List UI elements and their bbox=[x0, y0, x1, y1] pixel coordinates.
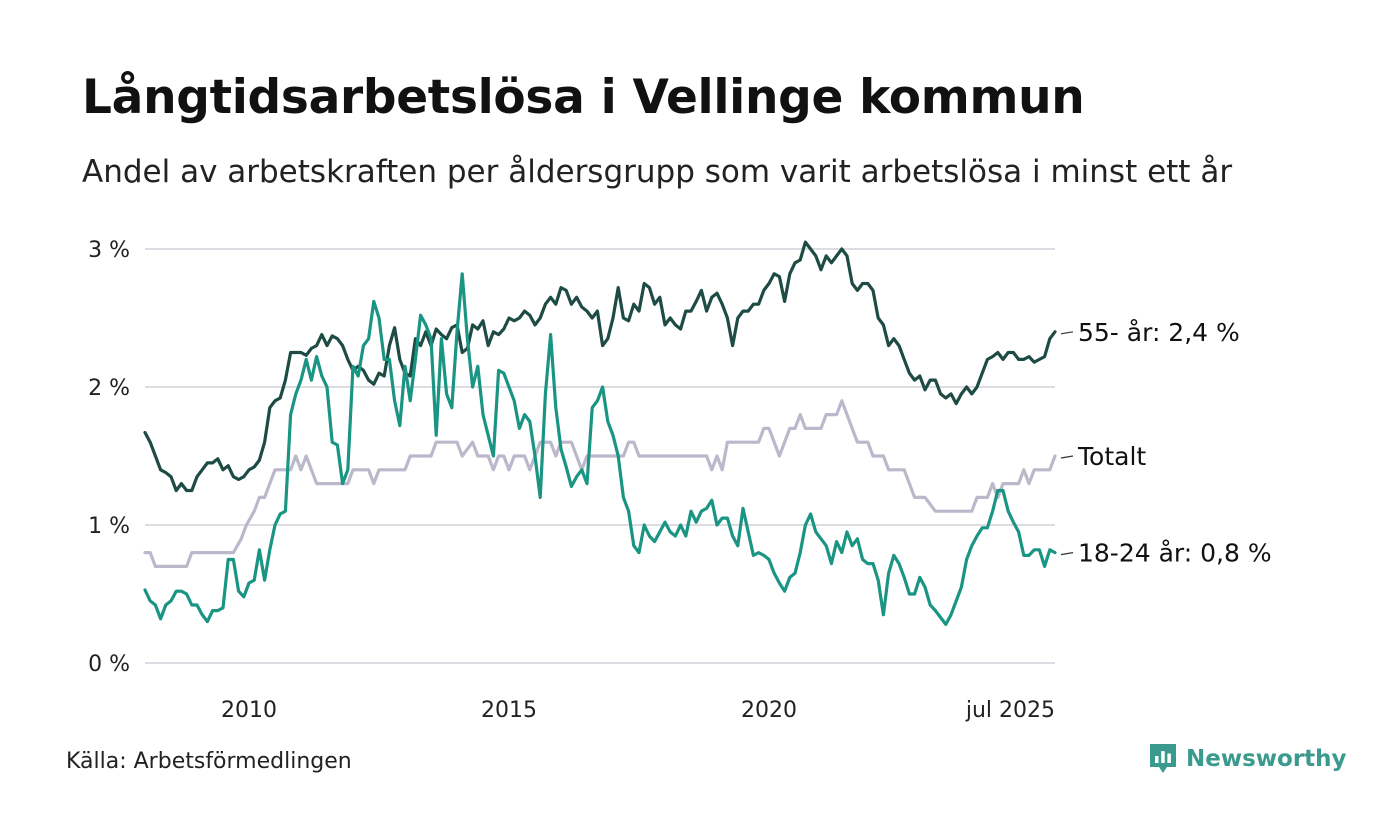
x-tick-label: 2020 bbox=[741, 698, 797, 723]
brand-name: Newsworthy bbox=[1186, 746, 1347, 772]
end-label-leader-2 bbox=[1060, 552, 1074, 556]
brand-logo[interactable]: Newsworthy bbox=[1148, 742, 1347, 776]
series-line-2 bbox=[143, 272, 1057, 626]
series-end-label-0: Totalt bbox=[1077, 442, 1146, 471]
end-label-leader-1 bbox=[1060, 331, 1074, 335]
x-axis-ticks: 2010 2015 2020 jul 2025 bbox=[221, 698, 1055, 723]
series-line-0 bbox=[143, 399, 1057, 568]
series-line-1 bbox=[143, 240, 1057, 493]
chart-subtitle: Andel av arbetskraften per åldersgrupp s… bbox=[82, 154, 1233, 190]
end-label-leader-0 bbox=[1060, 455, 1074, 459]
x-tick-label: 2010 bbox=[221, 698, 277, 723]
series-end-label-1: 55- år: 2,4 % bbox=[1078, 318, 1240, 347]
y-axis-ticks: 0 % 1 % 2 % 3 % bbox=[88, 238, 130, 677]
source-note: Källa: Arbetsförmedlingen bbox=[66, 749, 352, 774]
bar-chart-speech-bubble-icon bbox=[1150, 744, 1176, 773]
x-tick-label: 2015 bbox=[481, 698, 537, 723]
gridlines bbox=[145, 248, 1055, 664]
series-lines bbox=[143, 240, 1057, 626]
series-end-label-2: 18-24 år: 0,8 % bbox=[1078, 539, 1272, 568]
x-tick-label: jul 2025 bbox=[965, 698, 1055, 723]
y-tick-label: 3 % bbox=[88, 238, 130, 263]
y-tick-label: 0 % bbox=[88, 652, 130, 677]
y-tick-label: 1 % bbox=[88, 514, 130, 539]
chart-title: Långtidsarbetslösa i Vellinge kommun bbox=[82, 70, 1085, 125]
end-labels: Totalt 55- år: 2,4 % 18-24 år: 0,8 % bbox=[1060, 318, 1272, 568]
y-tick-label: 2 % bbox=[88, 376, 130, 401]
